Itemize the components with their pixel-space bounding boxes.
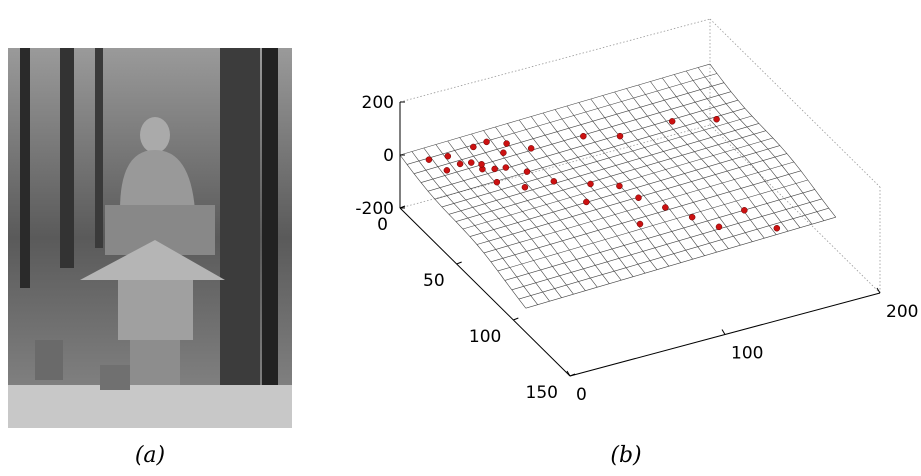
mesh-line: [697, 67, 825, 221]
point: [444, 152, 452, 160]
mesh-line: [626, 88, 753, 242]
point: [491, 165, 498, 173]
point: [493, 178, 501, 186]
point: [616, 182, 623, 190]
y-tick-label: 0: [576, 385, 587, 405]
point: [741, 207, 748, 214]
point: [468, 159, 475, 166]
box-edge: [709, 18, 881, 188]
y-tick-label: 100: [731, 344, 763, 364]
point: [580, 132, 587, 140]
x-tick: [456, 261, 462, 265]
point: [668, 118, 676, 125]
box-edge: [709, 124, 881, 294]
mesh-line: [638, 84, 765, 239]
mesh-line: [495, 126, 622, 281]
x-tick-label: 150: [526, 383, 558, 403]
mesh-line: [590, 98, 717, 253]
mesh-line: [507, 123, 634, 277]
z-tick-label: -200: [355, 199, 394, 219]
x-tick: [569, 373, 576, 377]
mesh-line: [709, 63, 837, 218]
point: [715, 223, 723, 231]
point: [662, 204, 669, 211]
mesh-line: [650, 81, 777, 235]
mesh-line: [662, 77, 789, 232]
point: [478, 161, 485, 168]
point: [688, 213, 696, 221]
mesh-line: [614, 91, 741, 246]
mesh-line: [602, 95, 729, 249]
point: [500, 149, 507, 156]
point: [523, 168, 531, 175]
x-tick: [513, 317, 519, 321]
y-tick: [876, 287, 881, 294]
mesh-line: [399, 154, 527, 309]
mesh-line: [471, 133, 598, 288]
mesh-line: [685, 70, 813, 225]
x-tick-label: 50: [423, 271, 445, 291]
x-tick-label: 100: [469, 327, 501, 347]
point: [521, 184, 529, 191]
mesh-line: [542, 112, 670, 267]
point: [773, 225, 781, 232]
box-edge: [399, 18, 711, 103]
mesh-line: [447, 140, 574, 295]
point: [587, 180, 594, 188]
point: [616, 132, 624, 140]
mesh-line: [518, 119, 646, 274]
point: [470, 143, 477, 151]
point: [636, 220, 644, 228]
y-tick: [566, 370, 571, 377]
photo: [8, 48, 292, 428]
point: [456, 160, 464, 168]
y-tick: [721, 329, 726, 335]
mesh-line: [530, 116, 658, 270]
caption: (a): [135, 443, 165, 468]
point: [483, 138, 490, 146]
point: [503, 140, 510, 147]
x-axis: [399, 207, 571, 377]
x-tick: [399, 205, 406, 209]
point: [443, 167, 451, 174]
mesh-line: [411, 151, 538, 305]
y-tick-label: 200: [886, 302, 918, 322]
z-tick-label: 0: [383, 146, 394, 166]
point: [635, 194, 642, 201]
caption: (b): [610, 443, 641, 468]
point: [425, 156, 433, 163]
mesh-line: [435, 144, 562, 298]
point: [583, 198, 590, 206]
mesh-line: [578, 102, 705, 256]
point: [502, 164, 510, 171]
point: [527, 145, 535, 152]
mesh-line: [423, 147, 550, 302]
mesh-line: [483, 130, 610, 284]
mesh-line: [566, 105, 693, 260]
point: [550, 178, 558, 185]
x-tick-label: 0: [377, 215, 388, 235]
z-tick-label: 200: [362, 93, 394, 113]
point: [713, 115, 720, 123]
mesh-line: [673, 74, 801, 228]
